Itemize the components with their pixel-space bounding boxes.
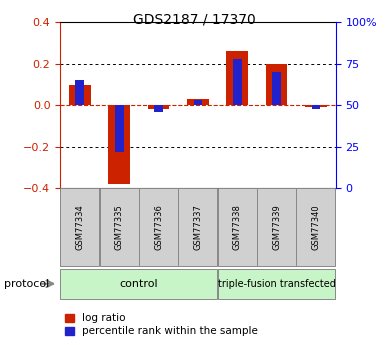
Text: control: control	[120, 279, 158, 289]
Text: GSM77338: GSM77338	[233, 204, 242, 250]
Bar	[139, 188, 178, 266]
Text: GSM77339: GSM77339	[272, 204, 281, 250]
Text: GDS2187 / 17370: GDS2187 / 17370	[133, 12, 255, 26]
Bar	[233, 59, 242, 105]
Bar	[218, 188, 257, 266]
Bar	[272, 72, 281, 105]
Bar	[108, 105, 130, 184]
Bar	[257, 188, 296, 266]
Text: protocol: protocol	[4, 279, 49, 289]
Text: GSM77336: GSM77336	[154, 204, 163, 250]
Bar	[61, 188, 99, 266]
Legend: log ratio, percentile rank within the sample: log ratio, percentile rank within the sa…	[65, 313, 258, 336]
Bar	[305, 105, 327, 107]
Text: GSM77337: GSM77337	[193, 204, 203, 250]
Bar	[115, 105, 123, 151]
Bar	[218, 269, 335, 298]
Bar	[148, 105, 169, 109]
Bar	[61, 269, 217, 298]
Bar	[296, 188, 335, 266]
Bar	[76, 80, 84, 105]
Text: GSM77334: GSM77334	[75, 204, 84, 250]
Text: GSM77340: GSM77340	[312, 204, 320, 250]
Bar	[312, 105, 320, 109]
Bar	[154, 105, 163, 112]
Bar	[194, 100, 202, 105]
Text: GSM77335: GSM77335	[115, 204, 124, 250]
Bar	[187, 99, 209, 105]
Bar	[69, 85, 91, 105]
Bar	[100, 188, 139, 266]
Bar	[178, 188, 217, 266]
Bar	[227, 51, 248, 105]
Text: triple-fusion transfected: triple-fusion transfected	[218, 279, 336, 289]
Bar	[266, 64, 288, 105]
